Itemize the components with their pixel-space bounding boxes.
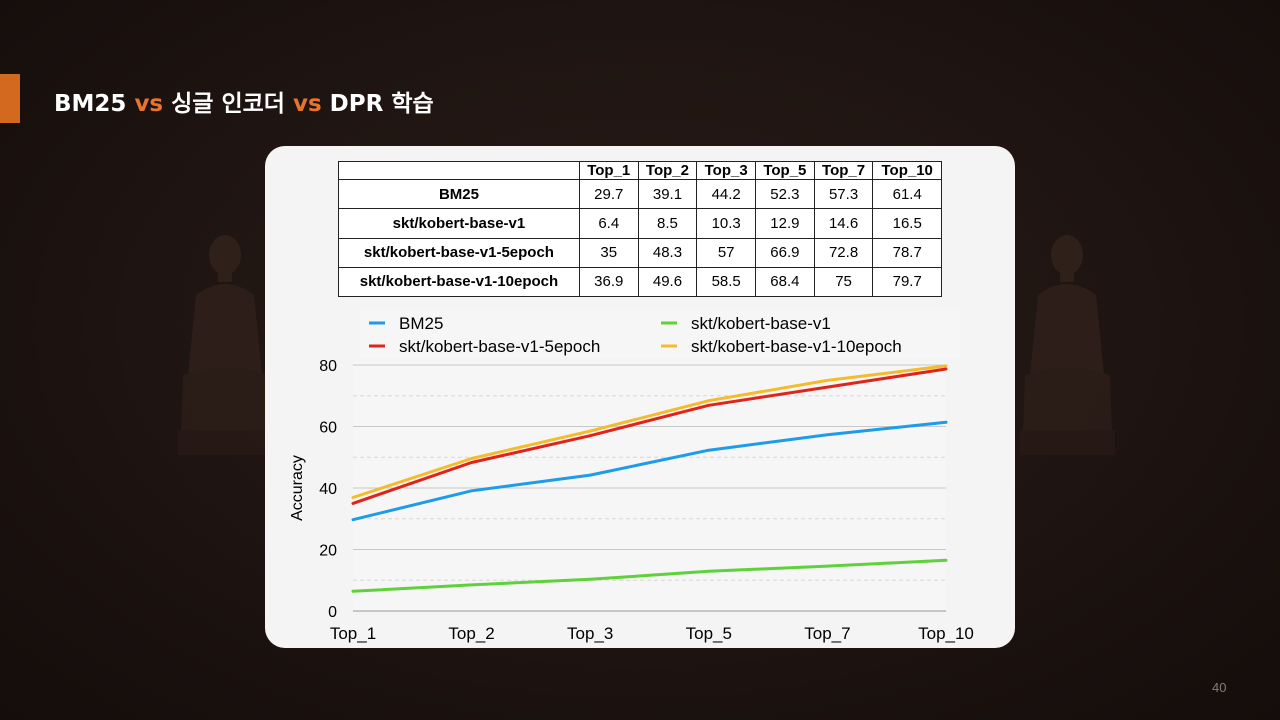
table-column-header: Top_10 (872, 161, 942, 180)
x-tick-label: Top_2 (448, 624, 494, 643)
results-table: Top_1 Top_2 Top_3 Top_5 Top_7 Top_10 BM2… (338, 161, 942, 298)
title-part-model-c: DPR 학습 (321, 91, 434, 117)
table-row-label: BM25 (338, 178, 580, 210)
table-cell: 29.7 (578, 178, 639, 210)
x-tick-label: Top_1 (330, 624, 376, 643)
table-row-label: skt/kobert-base-v1 (338, 208, 580, 239)
table-row-label: skt/kobert-base-v1-10epoch (338, 266, 580, 298)
series-line-1 (351, 420, 948, 522)
table-column-header: Top_2 (637, 161, 698, 180)
table-row-label: skt/kobert-base-v1-5epoch (338, 237, 580, 268)
table-cell: 52.3 (755, 178, 815, 210)
series-line-2 (351, 558, 948, 593)
table-cell: 49.6 (637, 266, 698, 298)
table-column-header: Top_5 (755, 161, 815, 180)
table-cell: 78.7 (872, 237, 942, 268)
table-cell: 68.4 (755, 266, 815, 298)
table-cell: 12.9 (755, 208, 815, 239)
table-row: skt/kobert-base-v1 6.4 8.5 10.3 12.9 14.… (338, 208, 942, 239)
table-cell: 58.5 (696, 266, 757, 298)
table-cell: 66.9 (755, 237, 815, 268)
table-cell: 48.3 (637, 237, 698, 268)
y-tick-label: 60 (319, 420, 337, 437)
table-cell: 16.5 (872, 208, 942, 239)
y-tick-label: 0 (328, 604, 337, 621)
table-corner-cell (338, 161, 580, 180)
legend-label: BM25 (399, 314, 443, 333)
table-cell: 36.9 (578, 266, 639, 298)
plot-area (353, 361, 946, 611)
title-vs-1: vs (134, 91, 164, 117)
table-cell: 14.6 (813, 208, 874, 239)
x-tick-label: Top_7 (804, 624, 850, 643)
y-tick-label: 40 (319, 481, 337, 498)
table-row: BM25 29.7 39.1 44.2 52.3 57.3 61.4 (338, 178, 942, 210)
statue-silhouette-left (178, 235, 273, 455)
x-tick-label: Top_10 (918, 624, 974, 643)
y-tick-label: 20 (319, 543, 337, 560)
table-column-header: Top_3 (696, 161, 757, 180)
title-part-model-b: 싱글 인코더 (163, 91, 293, 117)
legend-label: skt/kobert-base-v1 (691, 314, 831, 333)
table-cell: 75 (813, 266, 874, 298)
results-card: Top_1 Top_2 Top_3 Top_5 Top_7 Top_10 BM2… (265, 146, 1015, 648)
table-row: skt/kobert-base-v1-5epoch 35 48.3 57 66.… (338, 237, 942, 268)
table-cell: 6.4 (578, 208, 639, 239)
table-cell: 79.7 (872, 266, 942, 298)
slide-title: BM25 vs 싱글 인코더 vs DPR 학습 (54, 84, 434, 118)
table-column-header: Top_1 (578, 161, 639, 180)
table-column-header: Top_7 (813, 161, 874, 180)
table-cell: 39.1 (637, 178, 698, 210)
table-cell: 72.8 (813, 237, 874, 268)
statue-silhouette-right (1020, 235, 1115, 455)
series-line-3 (351, 367, 948, 505)
x-tick-label: Top_3 (567, 624, 613, 643)
y-axis-label: Accuracy (289, 455, 306, 521)
table-cell: 10.3 (696, 208, 757, 239)
table-cell: 57 (696, 237, 757, 268)
legend-label: skt/kobert-base-v1-5epoch (399, 337, 600, 356)
table-cell: 61.4 (872, 178, 942, 210)
y-tick-label: 80 (319, 358, 337, 375)
legend-label: skt/kobert-base-v1-10epoch (691, 337, 902, 356)
table-cell: 57.3 (813, 178, 874, 210)
accuracy-line-chart: 0 20 40 60 80 Top_1 Top_2 Top_3 Top_5 Top_7 Top_10… (289, 308, 974, 643)
x-tick-label: Top_5 (686, 624, 732, 643)
series-line-4 (351, 364, 948, 499)
title-part-model-a: BM25 (54, 91, 135, 117)
table-header-row: Top_1 Top_2 Top_3 Top_5 Top_7 Top_10 (338, 161, 942, 180)
table-cell: 35 (578, 237, 639, 268)
table-cell: 44.2 (696, 178, 757, 210)
table-cell: 8.5 (637, 208, 698, 239)
page-number: 40 (1212, 680, 1227, 695)
table-row: skt/kobert-base-v1-10epoch 36.9 49.6 58.… (338, 266, 942, 298)
title-accent-bar (0, 74, 20, 123)
title-vs-2: vs (292, 91, 322, 117)
legend-box (360, 308, 960, 358)
